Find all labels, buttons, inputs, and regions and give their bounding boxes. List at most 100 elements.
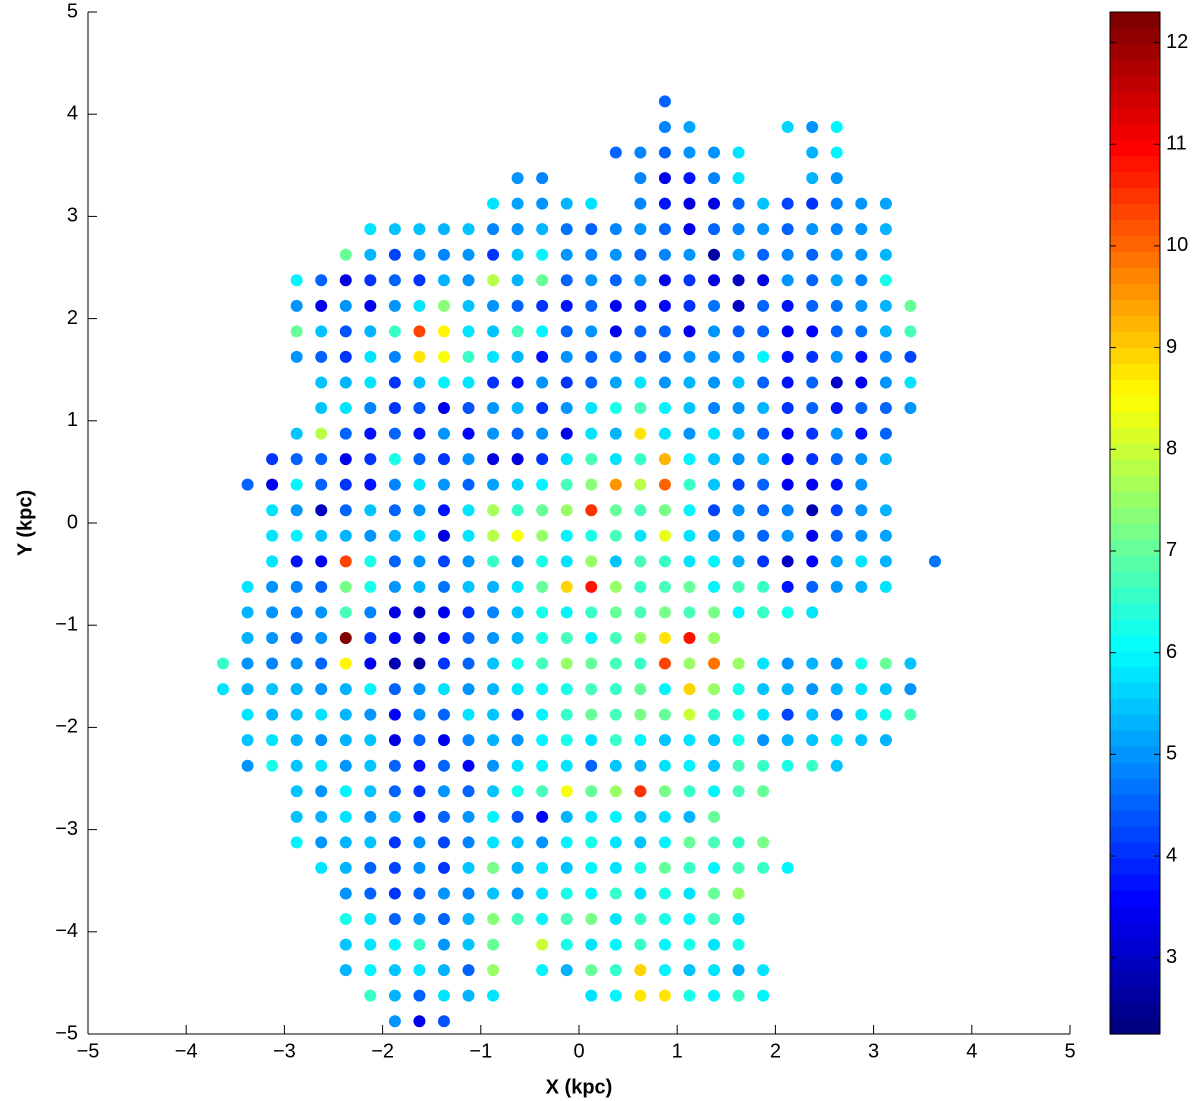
point (732, 529, 745, 542)
point (781, 580, 794, 593)
point (658, 887, 671, 900)
point (609, 913, 622, 926)
point (339, 478, 352, 491)
colorbar-segment (1110, 123, 1160, 141)
point (560, 325, 573, 338)
point (487, 402, 500, 415)
point (708, 734, 721, 747)
point (487, 248, 500, 261)
point (462, 785, 475, 798)
point (683, 248, 696, 261)
point (413, 1015, 426, 1028)
point (560, 938, 573, 951)
point (413, 964, 426, 977)
point (708, 223, 721, 236)
point (462, 504, 475, 517)
colorbar-segment (1110, 395, 1160, 412)
point (904, 708, 917, 721)
point (585, 887, 598, 900)
point (658, 504, 671, 517)
point (511, 504, 524, 517)
point (658, 223, 671, 236)
x-tick-label: −1 (469, 1040, 492, 1062)
colorbar-segment (1110, 970, 1160, 987)
point (683, 529, 696, 542)
point (487, 734, 500, 747)
point (560, 631, 573, 644)
point (315, 606, 328, 619)
point (487, 810, 500, 823)
point (487, 427, 500, 440)
point (757, 861, 770, 874)
point (732, 657, 745, 670)
point (437, 683, 450, 696)
point (683, 861, 696, 874)
colorbar-tick-label: 6 (1166, 641, 1177, 663)
point (830, 683, 843, 696)
point (634, 453, 647, 466)
point (658, 708, 671, 721)
point (683, 836, 696, 849)
point (658, 478, 671, 491)
point (830, 120, 843, 133)
point (437, 529, 450, 542)
point (413, 989, 426, 1002)
point (462, 631, 475, 644)
point (511, 759, 524, 772)
colorbar-segment (1110, 75, 1160, 93)
point (806, 683, 819, 696)
colorbar-segment (1110, 283, 1160, 301)
point (487, 478, 500, 491)
point (879, 299, 892, 312)
point (757, 657, 770, 670)
colorbar-tick-label: 9 (1166, 336, 1177, 358)
point (315, 529, 328, 542)
point (266, 708, 279, 721)
point (634, 631, 647, 644)
point (855, 274, 868, 287)
point (732, 402, 745, 415)
point (830, 325, 843, 338)
point (634, 555, 647, 568)
point (536, 350, 549, 363)
point (830, 555, 843, 568)
point (536, 964, 549, 977)
point (609, 274, 622, 287)
point (585, 683, 598, 696)
x-tick-label: −3 (273, 1040, 296, 1062)
point (658, 197, 671, 210)
y-tick-label: 5 (67, 0, 78, 22)
point (757, 708, 770, 721)
point (339, 938, 352, 951)
point (830, 248, 843, 261)
point (339, 325, 352, 338)
point (609, 427, 622, 440)
point (781, 861, 794, 874)
point (585, 989, 598, 1002)
point (315, 759, 328, 772)
point (437, 453, 450, 466)
point (634, 402, 647, 415)
point (388, 606, 401, 619)
point (462, 810, 475, 823)
colorbar-segment (1110, 554, 1160, 572)
point (560, 708, 573, 721)
point (904, 683, 917, 696)
point (511, 606, 524, 619)
point (879, 657, 892, 670)
point (585, 861, 598, 874)
point (732, 964, 745, 977)
point (487, 529, 500, 542)
point (683, 274, 696, 287)
point (315, 810, 328, 823)
point (806, 555, 819, 568)
point (585, 248, 598, 261)
colorbar-tick-label: 3 (1166, 946, 1177, 968)
point (560, 606, 573, 619)
point (658, 248, 671, 261)
point (781, 453, 794, 466)
point (732, 325, 745, 338)
point (560, 887, 573, 900)
colorbar-segment (1110, 538, 1160, 556)
point (781, 376, 794, 389)
